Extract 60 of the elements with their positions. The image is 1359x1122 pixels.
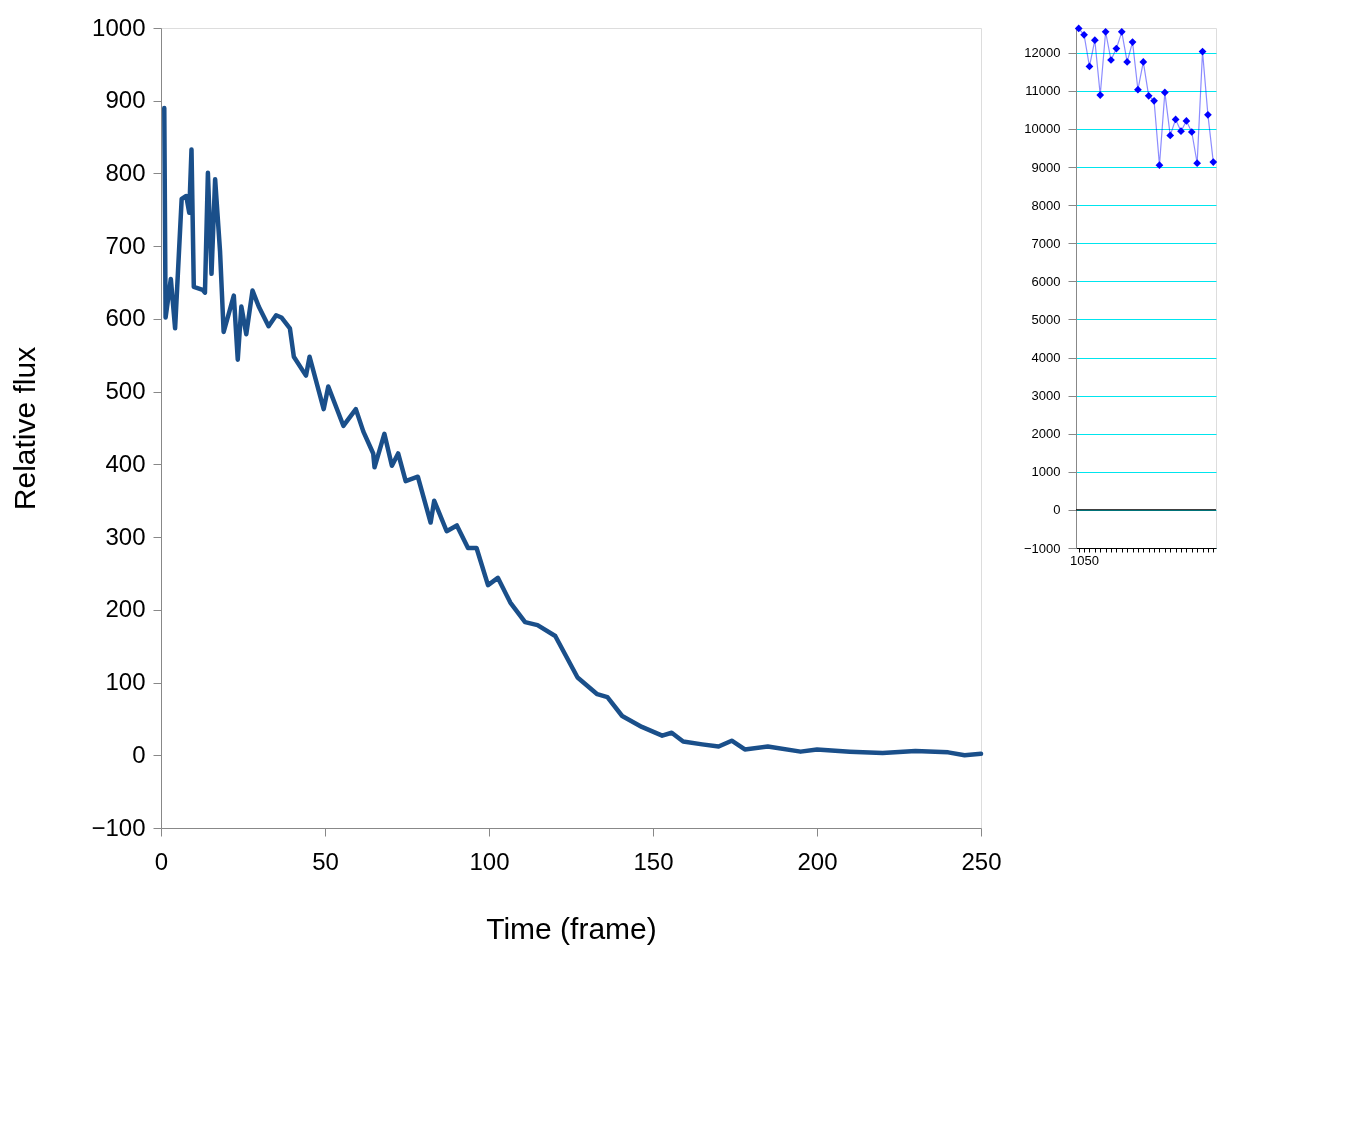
point	[1150, 96, 1158, 105]
point	[1198, 47, 1207, 56]
y-tick-label: 200	[105, 595, 146, 623]
point	[1096, 91, 1105, 99]
x-tick-label: 1050	[1070, 552, 1100, 568]
y-tick-label: 9000	[1031, 159, 1061, 175]
point	[1074, 24, 1083, 33]
point	[1171, 115, 1180, 124]
y-tick-label: 6000	[1031, 273, 1061, 289]
point	[1139, 58, 1148, 66]
point	[1209, 158, 1218, 166]
y-tick-label: 800	[105, 158, 146, 186]
y-tick-label: −100	[91, 813, 146, 841]
y-tick-label: 100	[105, 668, 146, 696]
y-tick-label: 7000	[1031, 235, 1061, 251]
y-tick-label: 10000	[1024, 121, 1061, 137]
point	[1204, 110, 1212, 119]
x-tick-label: 100	[469, 847, 510, 875]
x-tick-label: 250	[961, 847, 1002, 875]
point	[1128, 38, 1137, 46]
y-tick-label: 600	[105, 304, 146, 332]
x-tick-label: 200	[797, 847, 838, 875]
y-tick-label: −1000	[1023, 540, 1061, 556]
y-tick-label: 500	[105, 377, 146, 405]
x-tick-label: 0	[154, 847, 169, 875]
point	[1112, 44, 1121, 53]
y-tick-label: 5000	[1031, 311, 1061, 327]
y-tick-label: 900	[105, 86, 146, 114]
line-series	[162, 105, 984, 758]
point	[1123, 58, 1132, 66]
point	[1144, 91, 1153, 100]
y-tick-label: 2000	[1031, 426, 1061, 442]
y-tick-label: 700	[105, 231, 146, 259]
point	[1193, 159, 1202, 168]
y-tick-label: 12000	[1024, 45, 1061, 61]
point	[1117, 27, 1126, 36]
point	[1080, 30, 1088, 39]
y-tick-label: 3000	[1031, 388, 1061, 404]
point	[1177, 127, 1185, 136]
point	[1090, 36, 1099, 45]
point	[1160, 88, 1169, 97]
point	[1182, 117, 1191, 125]
y-tick-label: 300	[105, 522, 146, 550]
point	[1101, 27, 1110, 36]
point	[1155, 161, 1164, 170]
y-tick-label: 0	[1053, 502, 1061, 518]
y-tick-label: 0	[132, 740, 146, 768]
y-tick-label: 4000	[1031, 350, 1061, 366]
point	[1134, 85, 1142, 94]
x-axis-title: Time (frame)	[486, 911, 657, 945]
y-tick-label: 1000	[1031, 464, 1061, 480]
x-tick-label: 50	[312, 847, 339, 875]
x-tick-label: 150	[633, 847, 674, 875]
y-tick-label: 11000	[1025, 83, 1061, 99]
y-tick-label: 1000	[92, 13, 146, 41]
point	[1166, 131, 1175, 140]
y-tick-label: 8000	[1031, 197, 1061, 213]
y-axis-title: Relative flux	[8, 346, 42, 511]
point	[1187, 128, 1196, 136]
y-tick-label: 400	[105, 449, 146, 477]
